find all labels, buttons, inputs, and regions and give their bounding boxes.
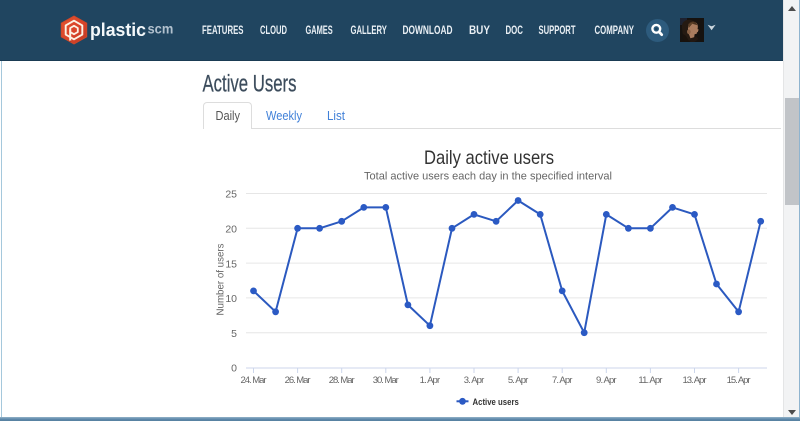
svg-text:COMPANY: COMPANY	[595, 25, 635, 37]
svg-text:Number of users: Number of users	[215, 244, 227, 316]
svg-text:28. Mar: 28. Mar	[329, 375, 355, 386]
svg-text:9. Apr: 9. Apr	[596, 375, 617, 386]
svg-text:SUPPORT: SUPPORT	[539, 25, 576, 37]
svg-text:Daily: Daily	[216, 108, 241, 123]
svg-text:GALLERY: GALLERY	[351, 25, 388, 37]
svg-text:1. Apr: 1. Apr	[420, 375, 441, 386]
svg-text:15. Apr: 15. Apr	[727, 375, 751, 386]
svg-text:Daily active users: Daily active users	[424, 147, 554, 169]
svg-text:24. Mar: 24. Mar	[241, 375, 267, 386]
svg-text:5: 5	[231, 328, 237, 340]
svg-text:Active users: Active users	[473, 397, 519, 407]
svg-text:3. Apr: 3. Apr	[464, 375, 485, 386]
svg-text:25: 25	[225, 189, 237, 201]
svg-text:BUY: BUY	[469, 25, 490, 37]
svg-text:Weekly: Weekly	[266, 108, 302, 123]
svg-text:20: 20	[225, 224, 237, 236]
svg-text:30. Mar: 30. Mar	[373, 375, 399, 386]
svg-text:11. Apr: 11. Apr	[638, 375, 662, 386]
svg-text:plastic: plastic	[90, 20, 146, 40]
svg-text:GAMES: GAMES	[306, 25, 333, 37]
svg-text:7. Apr: 7. Apr	[552, 375, 573, 386]
svg-text:CLOUD: CLOUD	[260, 25, 287, 37]
svg-text:0: 0	[231, 363, 237, 375]
svg-text:5. Apr: 5. Apr	[508, 375, 529, 386]
svg-text:Active Users: Active Users	[203, 71, 297, 98]
svg-text:13. Apr: 13. Apr	[683, 375, 707, 386]
svg-text:DOWNLOAD: DOWNLOAD	[403, 25, 453, 37]
svg-text:10: 10	[225, 293, 237, 305]
svg-text:scm: scm	[148, 21, 174, 37]
svg-text:FEATURES: FEATURES	[202, 25, 244, 37]
svg-text:List: List	[327, 108, 345, 123]
svg-text:15: 15	[225, 258, 237, 270]
svg-text:26. Mar: 26. Mar	[285, 375, 311, 386]
svg-text:DOC: DOC	[506, 25, 524, 37]
svg-text:Total active users each day in: Total active users each day in the speci…	[364, 170, 612, 182]
